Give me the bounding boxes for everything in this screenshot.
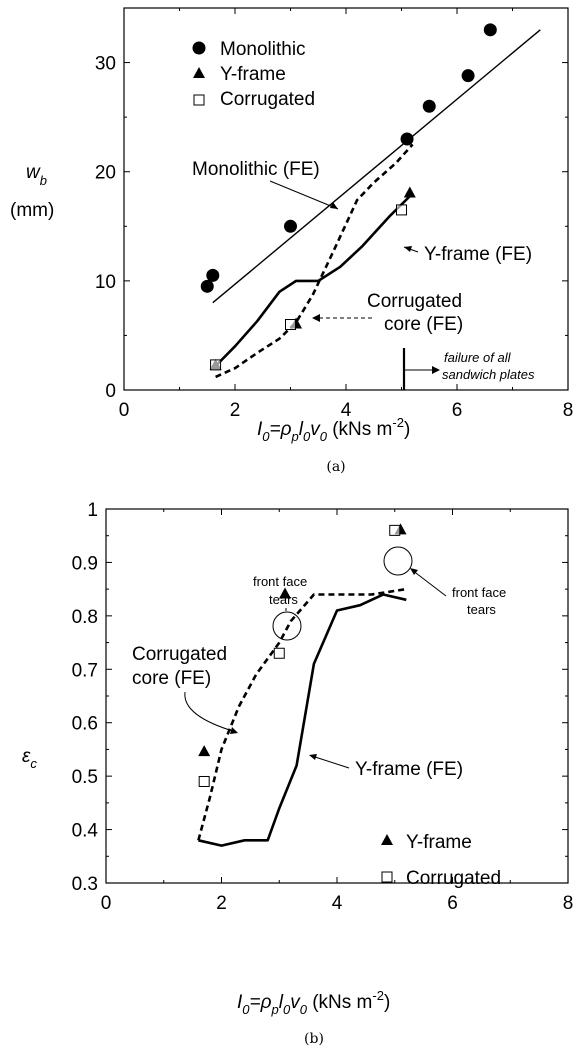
arrow-monolithic-fe [269,180,339,210]
y-tick-label-b: 0.8 [72,607,98,628]
annotation-corrugated-fe-1: Corrugated [367,291,462,312]
arrow-yframe-fe-b [311,755,350,769]
x-tick-label-a: 8 [563,400,574,421]
legend-marker-corrugated-b [381,871,393,883]
series-line-monolithic-fe-a [212,29,541,304]
point-monolithic-a [284,219,297,233]
plot-frame-a [123,7,569,391]
annotation-yframe-fe-b: Y-frame (FE) [355,759,463,780]
legend-label-corrugated: Corrugated [220,89,315,110]
x-tick-label-b: 2 [216,893,227,914]
x-label-a: I0=ρpl0v0 (kNs m-2) [257,415,410,444]
y-tick-label-b: 0.5 [72,767,98,788]
point-monolithic-a [200,279,214,293]
point-monolithic-a [422,99,436,113]
arrow-tears-right [411,569,447,597]
series-line-y-frame-fe-b [198,593,407,847]
plot-frame-b [105,508,569,884]
panel-label-a: (a) [326,459,345,475]
annotation-tears-right-1: front face [452,585,506,600]
x-tick-label-a: 2 [230,400,241,421]
axes-b: 0 2 4 6 8 0.3 0.4 0.5 0.6 0.7 0.8 0.9 1 [72,500,574,914]
y-label-a: wb [26,162,47,188]
x-tick-label-a: 4 [341,400,352,421]
failure-arrowhead [432,366,440,374]
annotation-tears-right-2: tears [467,602,496,617]
y-label-b: εc [22,746,37,771]
legend-marker-corrugated [193,94,205,106]
arrowhead-corrugated-fe-a [312,314,320,322]
x-tick-label-a: 0 [119,400,130,421]
x-tick-label-b: 0 [101,893,112,914]
series-line-corrugated-core-fe-b [197,587,407,841]
point-monolithic-a [400,132,414,146]
x-label-b: I0=ρpl0v0 (kNs m-2) [237,988,390,1017]
x-tick-label-a: 6 [452,400,463,421]
annotation-failure-2: sandwich plates [442,367,535,382]
y-tick-label-b: 0.3 [72,874,98,895]
point-monolithic-a [461,69,475,83]
y-tick-label-b: 0.7 [72,660,98,681]
annotation-corrugated-fe-b-2: core (FE) [132,668,211,689]
annotation-tears-left-2: tears [269,592,298,607]
annotation-corrugated-fe-2: core (FE) [384,314,463,335]
legend-marker-yframe [193,67,205,78]
y-tick-label-b: 0.9 [72,553,98,574]
y-tick-label-a: 10 [95,272,116,293]
legend-label-monolithic: Monolithic [220,39,306,60]
annotation-failure-1: failure of all [444,350,512,365]
y-tick-label-a: 0 [105,381,116,402]
y-unit-a: (mm) [10,200,54,221]
point-corrugated-a [210,359,222,371]
legend-label-corrugated-b: Corrugated [406,868,501,889]
arrowhead-yframe-fe [404,246,412,252]
x-tick-label-b: 6 [447,893,458,914]
y-tick-label-a: 20 [95,163,116,184]
axes-a: 0 2 4 6 8 0 10 20 30 [95,8,573,421]
arrowhead-yframe-fe-b [309,754,317,760]
annotation-yframe-fe: Y-frame (FE) [424,244,532,265]
arrowhead-monolithic-fe [330,202,338,209]
series-a [200,23,541,379]
tear-circle-left [272,611,302,641]
tear-circle-right [383,546,413,576]
panel-a: 0 2 4 6 8 0 10 20 30 Monolithic Y-frame Corrugat… [10,7,573,475]
point-y-frame-b [279,587,292,599]
series-line-y-frame-fe-a [214,192,414,367]
point-corrugated-b [273,647,285,659]
annotations-a: Monolithic (FE) Y-frame (FE) Corrugated … [192,159,535,390]
panel-b: 0 2 4 6 8 0.3 0.4 0.5 0.6 0.7 0.8 0.9 1 Y-frame Corr… [22,500,573,1047]
legend-b: Y-frame Corrugated [381,832,501,889]
series-b [197,523,407,847]
annotation-monolithic-fe: Monolithic (FE) [192,159,320,180]
y-tick-label-b: 1 [87,500,98,521]
x-tick-label-b: 8 [563,893,574,914]
point-corrugated-b [198,775,210,787]
arrowhead-corrugated-fe-b [230,727,238,734]
annotation-tears-left-1: front face [253,574,307,589]
legend-marker-monolithic [192,41,206,55]
point-monolithic-a [206,268,220,282]
panel-label-b: (b) [304,1031,324,1047]
legend-a: Monolithic Y-frame Corrugated [192,39,315,110]
point-monolithic-a [483,23,497,37]
point-y-frame-a [403,186,416,198]
annotations-b: front face tears front face tears Corrug… [132,568,506,780]
annotation-corrugated-fe-b-1: Corrugated [132,644,227,665]
point-corrugated-a [285,319,296,331]
y-tick-label-a: 30 [95,54,116,75]
legend-label-yframe-b: Y-frame [406,832,472,853]
legend-label-yframe: Y-frame [220,64,286,85]
point-corrugated-a [396,204,407,216]
legend-marker-yframe-b [381,834,393,845]
x-tick-label-b: 4 [332,893,343,914]
point-corrugated-b [389,524,401,536]
y-tick-label-b: 0.4 [72,821,99,842]
point-y-frame-b [198,745,211,757]
arrow-corrugated-fe-b [184,691,237,733]
arrowhead-tears-right [410,568,418,575]
y-tick-label-b: 0.6 [72,714,98,735]
